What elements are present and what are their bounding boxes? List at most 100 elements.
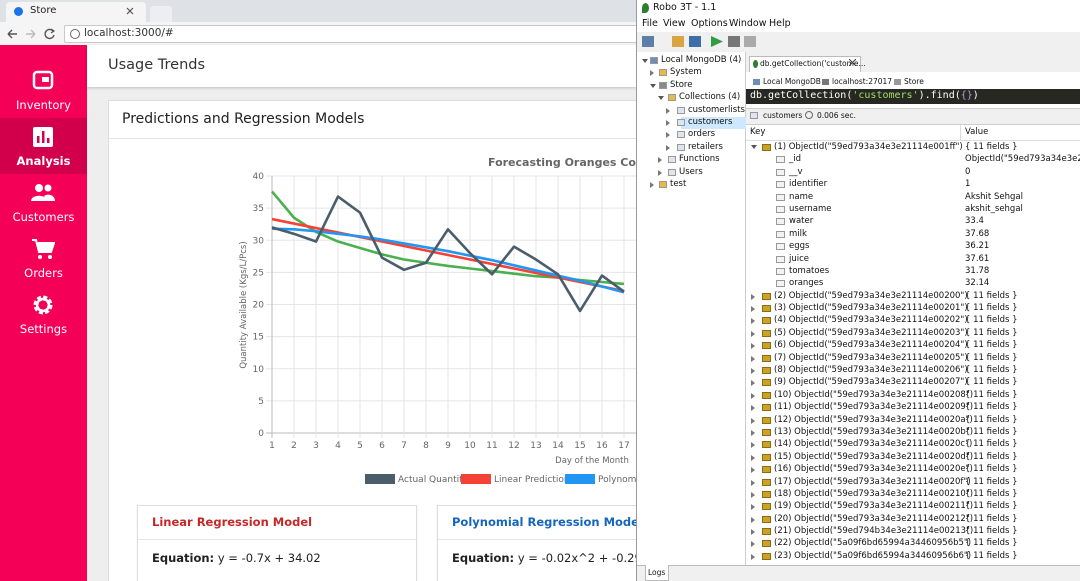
expand-arrow[interactable]	[751, 343, 755, 350]
row-value: { 11 fields }	[965, 550, 1018, 561]
tree-label[interactable]: Users	[679, 166, 703, 177]
address-bar[interactable]	[64, 25, 636, 43]
row-key[interactable]: (14) ObjectId("59ed793a34e3e21114e0020c"…	[774, 439, 973, 450]
expand-arrow[interactable]	[751, 318, 755, 325]
tree-label[interactable]: customerlists	[688, 104, 745, 115]
expand-arrow[interactable]	[751, 306, 755, 313]
tree-arrow[interactable]	[650, 70, 654, 77]
tab-close[interactable]	[126, 7, 134, 15]
menu-item[interactable]: Help	[769, 18, 791, 29]
logs-label: Logs	[648, 568, 666, 577]
tree-label[interactable]: System	[670, 67, 702, 78]
expand-arrow[interactable]	[751, 368, 755, 375]
row-key[interactable]: (1) ObjectId("59ed793a34e3e21114e001ff")	[774, 142, 963, 152]
menu-item[interactable]: Options	[691, 18, 728, 29]
expand-arrow[interactable]	[751, 442, 755, 449]
row-key[interactable]: (9) ObjectId("59ed793a34e3e21114e00207")	[774, 377, 968, 388]
nav-item[interactable]: Inventory	[0, 62, 87, 118]
field-icon	[776, 218, 785, 226]
expand-arrow[interactable]	[751, 553, 755, 560]
menu-item[interactable]: Window	[729, 18, 767, 29]
expand-arrow[interactable]	[751, 293, 755, 300]
query-tab[interactable]	[749, 56, 861, 73]
row-key[interactable]: (10) ObjectId("59ed793a34e3e21114e00208"…	[774, 389, 974, 400]
row-key[interactable]: (22) ObjectId("5a09f6bd65994a34460956b5"…	[774, 538, 972, 549]
expand-arrow[interactable]	[751, 380, 755, 387]
card-title: Predictions and Regression Models	[122, 111, 365, 127]
row-key[interactable]: (19) ObjectId("59ed793a34e3e21114e00211"…	[774, 501, 974, 512]
expand-arrow[interactable]	[751, 392, 755, 399]
row-key[interactable]: (20) ObjectId("59ed793a34e3e21114e00212"…	[774, 513, 974, 524]
toolbar-button[interactable]	[744, 36, 756, 47]
row-value: { 11 fields }	[965, 488, 1018, 499]
expand-arrow[interactable]	[751, 529, 755, 536]
row-key[interactable]: (23) ObjectId("5a09f6bd65994a34460956b6"…	[774, 550, 972, 561]
tree-arrow[interactable]	[666, 132, 670, 139]
tree-arrow[interactable]	[658, 169, 662, 176]
toolbar-button[interactable]	[728, 36, 740, 47]
toolbar-button[interactable]	[711, 36, 723, 47]
row-value: { 11 fields }	[965, 476, 1018, 487]
tree-label[interactable]: test	[670, 179, 687, 189]
row-key[interactable]: (13) ObjectId("59ed793a34e3e21114e0020b"…	[774, 426, 974, 437]
row-key[interactable]: (15) ObjectId("59ed793a34e3e21114e0020d"…	[774, 451, 974, 462]
nav-item[interactable]: Settings	[0, 286, 87, 342]
sidebar: Inventory Analysis Customers Orders Settings	[0, 45, 87, 581]
row-key[interactable]: (7) ObjectId("59ed793a34e3e21114e00205")	[774, 352, 968, 363]
equation-text: y = -0.7x + 34.02	[214, 551, 321, 565]
tree-label[interactable]: orders	[688, 129, 716, 140]
expand-arrow[interactable]	[751, 355, 755, 362]
menu-item[interactable]: File	[642, 18, 658, 29]
tree-label[interactable]: Store	[670, 79, 693, 90]
tree-label[interactable]: Collections (4)	[679, 92, 741, 103]
nav-item[interactable]: Analysis	[0, 118, 87, 174]
row-key[interactable]: (17) ObjectId("59ed793a34e3e21114e0020f"…	[774, 476, 971, 487]
expand-arrow[interactable]	[751, 479, 755, 486]
expand-arrow[interactable]	[751, 467, 755, 474]
tree-label[interactable]: Functions	[679, 154, 720, 165]
tree-label[interactable]: Local MongoDB (4)	[661, 55, 742, 65]
expand-arrow[interactable]	[751, 491, 755, 498]
row-key[interactable]: (11) ObjectId("59ed793a34e3e21114e00209"…	[774, 402, 974, 413]
row-key[interactable]: (16) ObjectId("59ed793a34e3e21114e0020e"…	[774, 464, 973, 475]
toolbar-button[interactable]	[672, 36, 684, 47]
row-key[interactable]: (5) ObjectId("59ed793a34e3e21114e00203")	[774, 327, 968, 338]
tree-arrow[interactable]	[658, 96, 664, 101]
new-tab[interactable]	[150, 6, 172, 22]
expand-arrow[interactable]	[751, 429, 755, 436]
row-key[interactable]: (21) ObjectId("59ed794b34e3e21114e00213"…	[774, 526, 974, 537]
nav-buttons[interactable]	[6, 27, 58, 41]
tab[interactable]	[6, 2, 146, 22]
expand-arrow[interactable]	[751, 145, 757, 149]
tree-arrow[interactable]	[666, 120, 670, 126]
row-key[interactable]: (8) ObjectId("59ed793a34e3e21114e00206")	[774, 365, 968, 376]
tree-arrow[interactable]	[666, 144, 670, 151]
tree-label[interactable]: retailers	[688, 141, 723, 152]
toolbar-button[interactable]	[689, 36, 701, 47]
expand-arrow[interactable]	[751, 405, 755, 412]
nav-item[interactable]: Orders	[0, 230, 87, 286]
tree-arrow[interactable]	[666, 107, 670, 114]
row-key[interactable]: (6) ObjectId("59ed793a34e3e21114e00204")	[774, 340, 968, 351]
nav-item[interactable]: Customers	[0, 174, 87, 230]
row-key[interactable]: (4) ObjectId("59ed793a34e3e21114e00202")	[774, 315, 968, 326]
expand-arrow[interactable]	[751, 504, 755, 511]
expand-arrow[interactable]	[751, 516, 755, 523]
expand-arrow[interactable]	[751, 541, 755, 548]
expand-arrow[interactable]	[751, 417, 755, 424]
expand-arrow[interactable]	[751, 454, 755, 461]
row-key[interactable]: (3) ObjectId("59ed793a34e3e21114e00201")	[774, 303, 968, 314]
tab-close[interactable]	[849, 59, 856, 66]
nav-label: Customers	[12, 210, 75, 224]
row-key[interactable]: (2) ObjectId("59ed793a34e3e21114e00200")	[774, 290, 968, 301]
tree-arrow[interactable]	[658, 157, 662, 164]
tree-arrow[interactable]	[642, 59, 648, 63]
tree-arrow[interactable]	[650, 182, 654, 188]
menu-item[interactable]: View	[663, 18, 686, 29]
tree-arrow[interactable]	[650, 83, 656, 88]
toolbar-button[interactable]	[642, 36, 654, 47]
tree-label[interactable]: customers	[688, 117, 733, 127]
row-key[interactable]: (18) ObjectId("59ed793a34e3e21114e00210"…	[774, 488, 974, 499]
row-key[interactable]: (12) ObjectId("59ed793a34e3e21114e0020a"…	[774, 414, 973, 425]
expand-arrow[interactable]	[751, 330, 755, 337]
